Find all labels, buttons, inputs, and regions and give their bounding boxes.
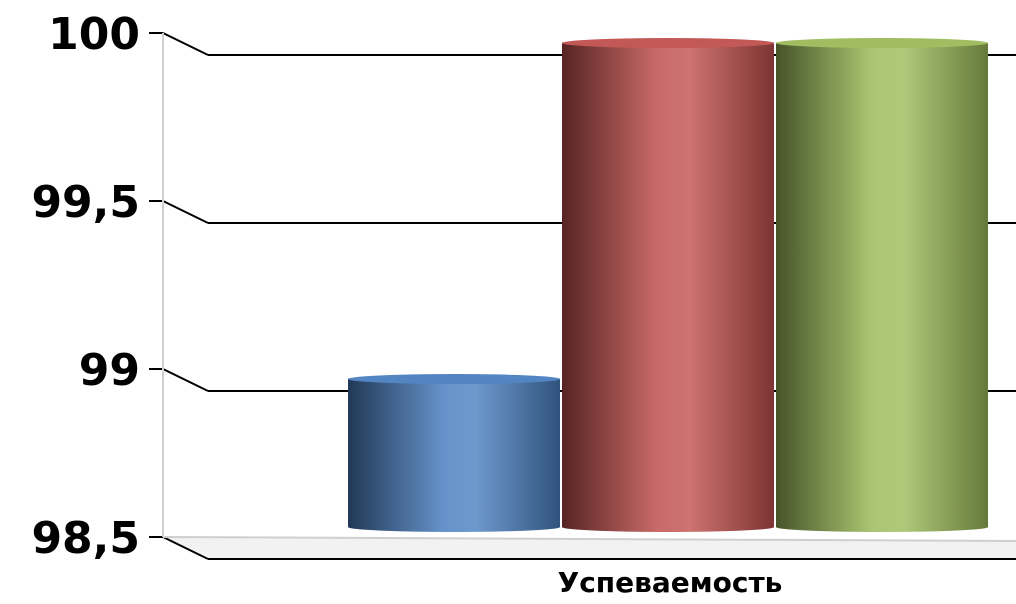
y-tick-label: 99 (79, 345, 140, 396)
bar-top (348, 374, 560, 384)
floor-front-edge (162, 536, 1016, 542)
y-tick-label: 99,5 (31, 177, 140, 228)
y-tick-label: 98,5 (31, 513, 140, 564)
y-tick-label: 100 (48, 9, 140, 60)
bar-top (776, 38, 988, 48)
bars-layer (348, 38, 988, 532)
gridline-side (162, 32, 209, 56)
bar-base (776, 522, 988, 532)
label-layer: 100 99,5 99 98,5 Успеваемость (31, 9, 782, 599)
gridline-side (162, 368, 209, 392)
bar-base (348, 522, 560, 532)
plot-floor (163, 537, 1016, 559)
bar (776, 43, 988, 527)
bar-top (562, 38, 774, 48)
x-category-label: Успеваемость (558, 566, 783, 599)
axis-layer (149, 32, 1016, 542)
bar (348, 379, 560, 527)
gridline-side (162, 536, 209, 560)
bar-base (562, 522, 774, 532)
bar (562, 43, 774, 527)
gridline-side (162, 200, 209, 224)
